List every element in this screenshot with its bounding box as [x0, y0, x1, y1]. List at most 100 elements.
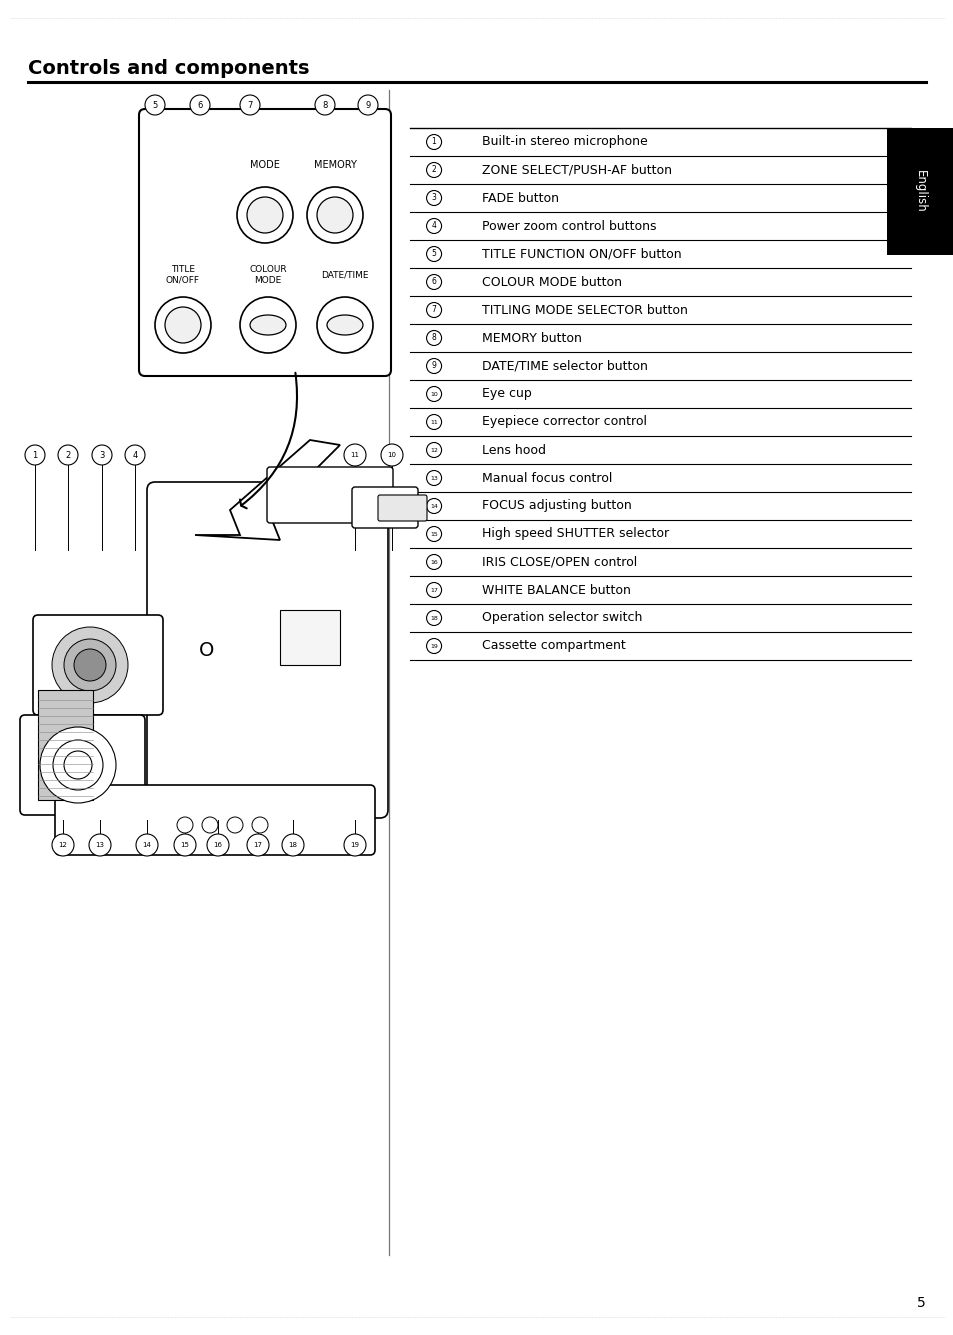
Polygon shape	[194, 441, 339, 539]
Circle shape	[91, 445, 112, 465]
Circle shape	[247, 198, 283, 234]
FancyBboxPatch shape	[139, 109, 391, 376]
Circle shape	[316, 296, 373, 352]
Text: 4: 4	[132, 450, 137, 459]
Circle shape	[58, 445, 78, 465]
Text: 7: 7	[431, 306, 436, 315]
Text: COLOUR
MODE: COLOUR MODE	[249, 266, 287, 284]
Circle shape	[154, 296, 211, 352]
Text: DATE/TIME selector button: DATE/TIME selector button	[481, 359, 647, 372]
Text: 10: 10	[387, 453, 396, 458]
Text: COLOUR MODE button: COLOUR MODE button	[481, 275, 621, 288]
Circle shape	[177, 817, 193, 833]
Text: O: O	[199, 641, 214, 659]
Circle shape	[380, 445, 402, 466]
Circle shape	[89, 834, 111, 856]
Text: 11: 11	[350, 453, 359, 458]
Circle shape	[426, 582, 441, 598]
Bar	[886, 128, 953, 255]
Text: MEMORY button: MEMORY button	[481, 331, 581, 344]
FancyBboxPatch shape	[377, 495, 427, 521]
Circle shape	[426, 135, 441, 150]
Text: Manual focus control: Manual focus control	[481, 471, 612, 485]
Text: 13: 13	[95, 842, 105, 848]
Text: 10: 10	[430, 391, 437, 396]
Text: 14: 14	[430, 503, 437, 509]
Circle shape	[426, 526, 441, 542]
Circle shape	[64, 752, 91, 780]
Text: FADE button: FADE button	[481, 191, 558, 204]
Circle shape	[426, 414, 441, 430]
Circle shape	[64, 639, 116, 692]
FancyBboxPatch shape	[20, 716, 145, 814]
Text: 12: 12	[58, 842, 68, 848]
Text: 8: 8	[432, 334, 436, 343]
Text: 16: 16	[430, 559, 437, 565]
Text: 5: 5	[152, 100, 157, 109]
Text: Operation selector switch: Operation selector switch	[481, 611, 641, 625]
Circle shape	[426, 638, 441, 654]
Text: IRIS CLOSE/OPEN control: IRIS CLOSE/OPEN control	[481, 555, 637, 569]
Circle shape	[426, 331, 441, 346]
Text: 13: 13	[430, 475, 437, 481]
Circle shape	[426, 442, 441, 458]
Circle shape	[314, 95, 335, 115]
Circle shape	[74, 649, 106, 681]
Text: 3: 3	[431, 194, 436, 203]
FancyBboxPatch shape	[147, 482, 388, 818]
Circle shape	[282, 834, 304, 856]
Bar	[38, 690, 92, 800]
Circle shape	[25, 445, 45, 465]
Circle shape	[426, 275, 441, 290]
Text: 18: 18	[430, 615, 437, 621]
Text: 9: 9	[365, 100, 370, 109]
Text: MODE: MODE	[250, 160, 279, 170]
Text: 7: 7	[247, 100, 253, 109]
Circle shape	[426, 554, 441, 570]
Circle shape	[125, 445, 145, 465]
Circle shape	[426, 163, 441, 178]
Text: TITLE FUNCTION ON/OFF button: TITLE FUNCTION ON/OFF button	[481, 247, 680, 260]
Circle shape	[247, 834, 269, 856]
Text: TITLING MODE SELECTOR button: TITLING MODE SELECTOR button	[481, 303, 687, 316]
Circle shape	[344, 834, 366, 856]
Text: 16: 16	[213, 842, 222, 848]
Text: Cassette compartment: Cassette compartment	[481, 639, 625, 653]
Text: FOCUS adjusting button: FOCUS adjusting button	[481, 499, 631, 513]
Circle shape	[227, 817, 243, 833]
Circle shape	[344, 445, 366, 466]
Circle shape	[426, 303, 441, 318]
Circle shape	[145, 95, 165, 115]
Ellipse shape	[327, 315, 363, 335]
Text: 2: 2	[66, 450, 71, 459]
Circle shape	[316, 198, 353, 234]
Text: Eye cup: Eye cup	[481, 387, 531, 400]
Text: 11: 11	[430, 419, 437, 425]
Text: 3: 3	[99, 450, 105, 459]
Text: ZONE SELECT/PUSH-AF button: ZONE SELECT/PUSH-AF button	[481, 163, 671, 176]
Circle shape	[240, 95, 260, 115]
Circle shape	[52, 834, 74, 856]
Text: 19: 19	[350, 842, 359, 848]
Text: 6: 6	[431, 278, 436, 287]
Circle shape	[252, 817, 268, 833]
Text: 14: 14	[142, 842, 152, 848]
Circle shape	[136, 834, 158, 856]
Circle shape	[40, 728, 116, 802]
Circle shape	[426, 191, 441, 206]
Circle shape	[52, 627, 128, 704]
Text: 8: 8	[322, 100, 327, 109]
Text: Built-in stereo microphone: Built-in stereo microphone	[481, 135, 647, 148]
Circle shape	[236, 187, 293, 243]
Text: MEMORY: MEMORY	[314, 160, 356, 170]
Circle shape	[426, 359, 441, 374]
Text: 17: 17	[253, 842, 262, 848]
Text: 15: 15	[430, 531, 437, 537]
Text: Power zoom control buttons: Power zoom control buttons	[481, 219, 656, 232]
Text: 15: 15	[180, 842, 190, 848]
Text: Controls and components: Controls and components	[28, 59, 309, 77]
FancyBboxPatch shape	[55, 785, 375, 854]
Circle shape	[165, 307, 201, 343]
Text: Eyepiece corrector control: Eyepiece corrector control	[481, 415, 646, 429]
Circle shape	[426, 610, 441, 626]
